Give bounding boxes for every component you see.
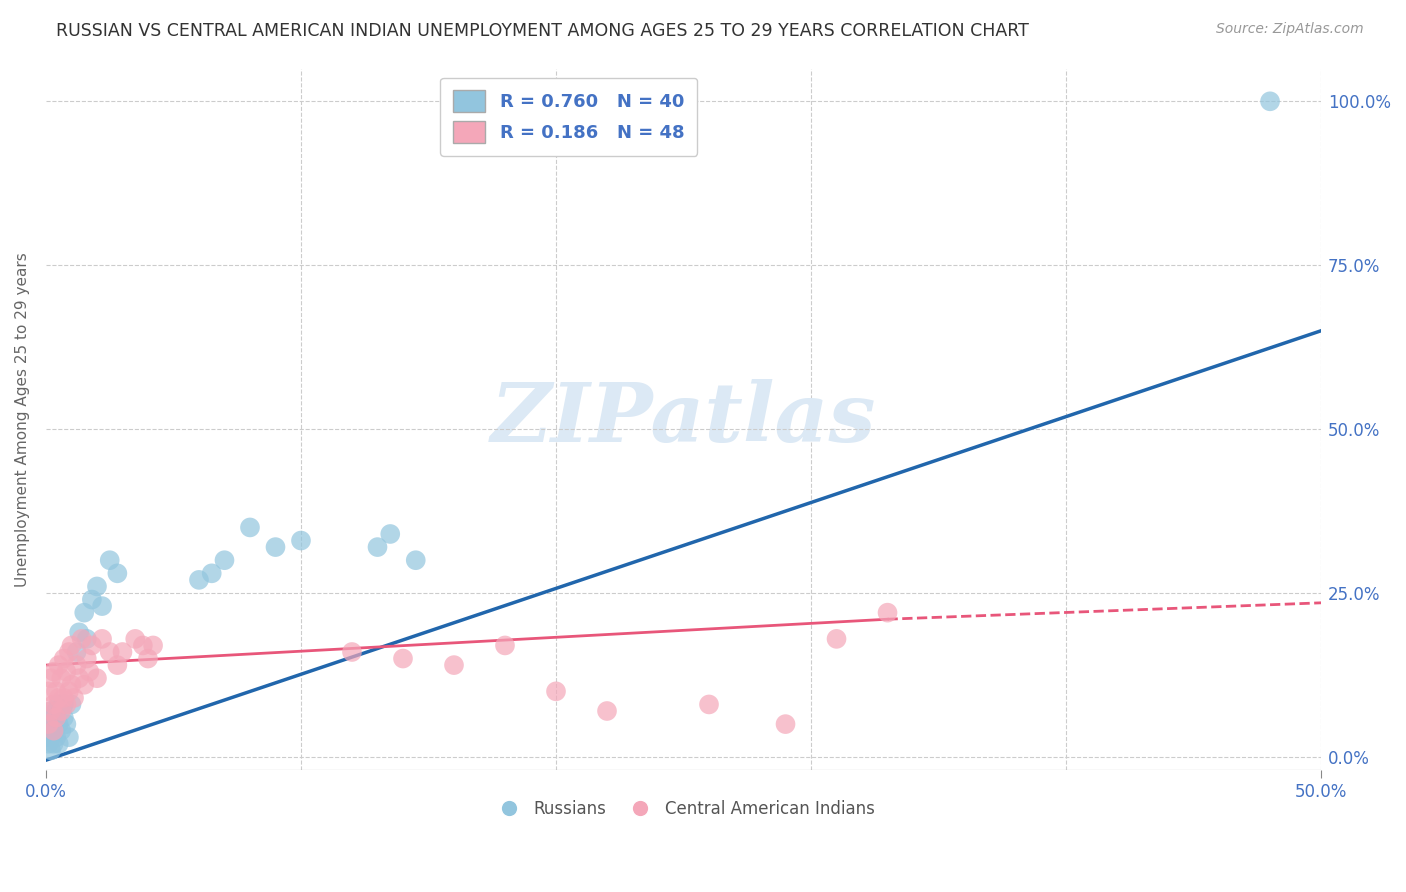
Point (544, 684, 567, 698)
Point (876, 606, 898, 620)
Point (132, 639, 155, 653)
Point (63, 690, 86, 705)
Point (105, 658, 128, 673)
Point (52, 690, 75, 705)
Point (91, 599, 114, 613)
Point (67, 625, 90, 640)
Point (48, 698, 70, 712)
Point (38, 730, 60, 744)
Point (76, 651, 98, 665)
Point (38, 737, 60, 751)
Point (124, 632, 146, 646)
Point (42, 698, 65, 712)
Point (405, 553, 427, 567)
Point (80, 592, 103, 607)
Point (52, 710, 75, 724)
Point (366, 540, 388, 554)
Point (105, 566, 128, 581)
Point (39, 743, 62, 757)
Point (51, 723, 73, 738)
Point (48, 690, 70, 705)
Point (42, 710, 65, 724)
Point (1258, 95, 1281, 109)
Point (38, 717, 60, 731)
Point (494, 639, 516, 653)
Point (392, 651, 415, 665)
Point (697, 698, 720, 712)
Point (55, 698, 77, 712)
Point (65, 658, 87, 673)
Point (775, 717, 797, 731)
Point (290, 533, 312, 548)
Point (98, 645, 121, 659)
Point (70, 632, 93, 646)
Point (86, 579, 108, 593)
Point (79, 665, 101, 679)
Point (80, 639, 103, 653)
Point (86, 671, 108, 685)
Point (55, 665, 77, 679)
Point (264, 540, 287, 554)
Point (58, 730, 80, 744)
Point (825, 632, 848, 646)
Point (214, 553, 236, 567)
Point (142, 639, 165, 653)
Point (65, 645, 87, 659)
Point (48, 717, 70, 731)
Point (45, 704, 67, 718)
Point (136, 651, 159, 665)
Point (340, 645, 363, 659)
Y-axis label: Unemployment Among Ages 25 to 29 years: Unemployment Among Ages 25 to 29 years (15, 252, 30, 587)
Point (39, 704, 62, 718)
Point (39, 717, 62, 731)
Point (51, 704, 73, 718)
Point (91, 632, 114, 646)
Point (76, 632, 98, 646)
Point (52, 651, 75, 665)
Point (55, 717, 77, 731)
Point (60, 639, 83, 653)
Point (51, 671, 73, 685)
Point (98, 553, 121, 567)
Point (39, 671, 62, 685)
Point (38, 684, 60, 698)
Point (380, 527, 402, 541)
Point (60, 678, 83, 692)
Point (39, 704, 62, 718)
Point (42, 737, 65, 751)
Point (58, 645, 80, 659)
Point (42, 665, 65, 679)
Legend: Russians, Central American Indians: Russians, Central American Indians (485, 794, 882, 825)
Point (73, 606, 96, 620)
Point (188, 573, 211, 587)
Point (39, 730, 62, 744)
Text: Source: ZipAtlas.com: Source: ZipAtlas.com (1216, 22, 1364, 37)
Point (52, 698, 75, 712)
Point (111, 645, 134, 659)
Text: ZIPatlas: ZIPatlas (491, 379, 876, 459)
Point (443, 658, 465, 673)
Point (42, 723, 65, 738)
Point (60, 698, 83, 712)
Point (38, 723, 60, 738)
Point (239, 520, 262, 534)
Point (48, 737, 70, 751)
Point (596, 704, 619, 718)
Point (45, 684, 67, 698)
Point (67, 671, 90, 685)
Point (48, 658, 70, 673)
Text: RUSSIAN VS CENTRAL AMERICAN INDIAN UNEMPLOYMENT AMONG AGES 25 TO 29 YEARS CORREL: RUSSIAN VS CENTRAL AMERICAN INDIAN UNEMP… (56, 22, 1029, 40)
Point (73, 678, 96, 692)
Point (58, 684, 80, 698)
Point (45, 730, 67, 744)
Point (201, 566, 224, 581)
Point (45, 710, 67, 724)
Point (42, 723, 65, 738)
